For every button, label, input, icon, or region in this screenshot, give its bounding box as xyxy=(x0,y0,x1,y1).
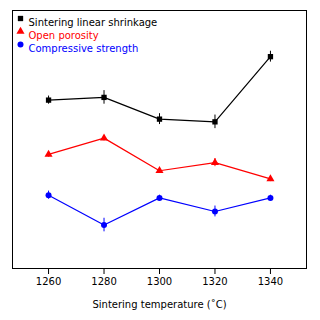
svg-text:1260: 1260 xyxy=(36,276,61,287)
svg-text:Sintering linear shrinkage: Sintering linear shrinkage xyxy=(29,17,158,28)
svg-text:Sintering temperature (˚C): Sintering temperature (˚C) xyxy=(92,299,226,310)
svg-text:1280: 1280 xyxy=(91,276,116,287)
svg-text:1300: 1300 xyxy=(147,276,172,287)
svg-text:1320: 1320 xyxy=(202,276,227,287)
svg-text:1340: 1340 xyxy=(258,276,283,287)
svg-text:Compressive strength: Compressive strength xyxy=(29,43,139,54)
svg-text:Open porosity: Open porosity xyxy=(29,30,99,41)
